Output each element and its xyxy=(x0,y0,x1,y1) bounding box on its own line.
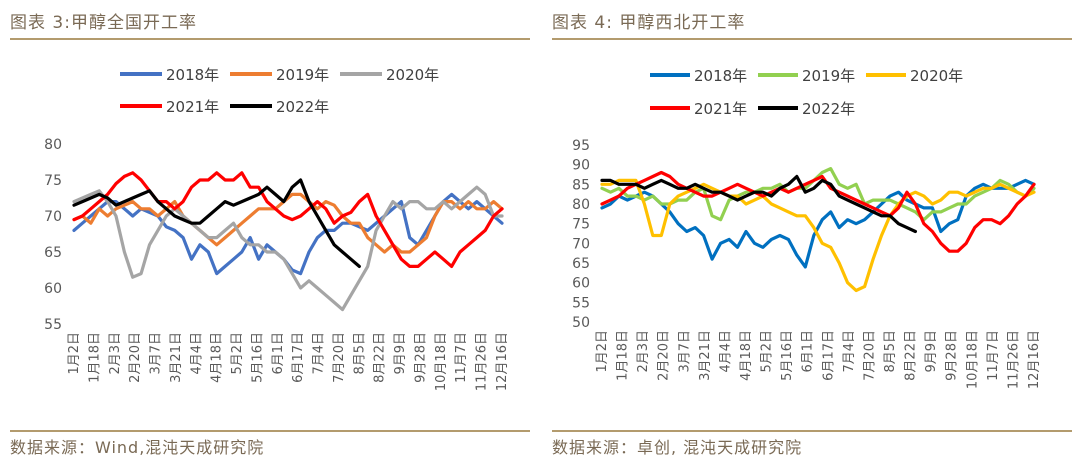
chart1-x-tick-label-21: 12月16日 xyxy=(1027,330,1042,389)
chart1-legend-item-0: 2018年 xyxy=(650,67,747,85)
chart1-y-tick-label-5: 75 xyxy=(572,217,590,233)
right-chart-title: 图表 4: 甲醇西北开工率 xyxy=(552,13,746,33)
chart0-legend-label-3: 2021年 xyxy=(166,98,219,116)
chart1-y-tick-label-9: 95 xyxy=(572,138,590,154)
chart0-x-tick-label-20: 11月26日 xyxy=(475,332,490,391)
chart0-y-tick-label-3: 70 xyxy=(44,209,62,225)
chart0-series-line-4 xyxy=(72,178,361,268)
chart0-legend-label-1: 2019年 xyxy=(276,66,329,84)
chart1-x-tick-label-10: 6月1日 xyxy=(801,330,816,373)
right-source-rule xyxy=(552,430,1072,432)
chart1-x-tick-label-18: 10月18日 xyxy=(965,330,980,389)
chart1-x-tick-label-13: 7月20日 xyxy=(862,330,877,381)
chart1-legend-item-1: 2019年 xyxy=(758,67,855,85)
chart0-x-tick-label-14: 8月5日 xyxy=(352,332,367,375)
chart1-x-tick-label-4: 3月7日 xyxy=(677,330,692,373)
chart0-legend-item-4: 2022年 xyxy=(230,98,329,116)
chart1-x-tick-label-3: 2月20日 xyxy=(657,330,672,381)
chart1-legend-label-4: 2022年 xyxy=(802,100,855,118)
right-title-rule xyxy=(552,38,1072,40)
chart1-series-line-0 xyxy=(600,178,1036,269)
chart1-legend-item-2: 2020年 xyxy=(866,67,963,85)
chart1-x-tick-label-0: 1月2日 xyxy=(595,330,610,373)
chart0-x-tick-label-5: 3月21日 xyxy=(169,332,184,383)
chart0-x-tick-label-12: 7月4日 xyxy=(312,332,327,375)
chart1-y-tick-label-1: 55 xyxy=(572,295,590,311)
chart1-x-tick-label-17: 9月28日 xyxy=(945,330,960,381)
chart0-x-tick-label-9: 5月16日 xyxy=(250,332,265,383)
chart1-y-tick-label-0: 50 xyxy=(572,315,590,331)
chart0-legend-item-0: 2018年 xyxy=(120,66,219,84)
chart0-legend-item-2: 2020年 xyxy=(340,66,439,84)
chart0-x-tick-label-10: 6月1日 xyxy=(271,332,286,375)
chart0-x-tick-label-7: 4月18日 xyxy=(210,332,225,383)
left-chart-title: 图表 3:甲醇全国开工率 xyxy=(10,13,197,33)
chart0-y-tick-label-2: 65 xyxy=(44,245,62,261)
chart0-series-line-2 xyxy=(72,185,504,312)
chart1-y-tick-label-6: 80 xyxy=(572,197,590,213)
left-line-chart: 2018年 2019年 2020年 2021年 2022年 55 60 65 70 75 80 1月2… xyxy=(44,66,510,391)
chart0-y-tick-label-4: 75 xyxy=(44,173,62,189)
chart1-legend-label-3: 2021年 xyxy=(694,100,747,118)
chart0-x-tick-label-21: 12月16日 xyxy=(495,332,510,391)
chart1-series-line-4 xyxy=(600,174,917,234)
chart0-x-tick-label-15: 8月22日 xyxy=(373,332,388,383)
chart1-x-tick-label-2: 2月3日 xyxy=(636,330,651,373)
chart1-legend-item-4: 2022年 xyxy=(758,100,855,118)
chart0-x-tick-label-4: 3月7日 xyxy=(149,332,164,375)
chart1-x-tick-label-7: 4月18日 xyxy=(739,330,754,381)
chart0-x-tick-label-8: 5月2日 xyxy=(230,332,245,375)
chart1-y-tick-label-8: 90 xyxy=(572,158,590,174)
chart1-x-tick-label-9: 5月16日 xyxy=(780,330,795,381)
chart0-x-tick-label-6: 4月4日 xyxy=(189,332,204,375)
chart0-legend-label-2: 2020年 xyxy=(386,66,439,84)
chart1-legend-label-1: 2019年 xyxy=(802,67,855,85)
chart1-x-tick-label-1: 1月18日 xyxy=(616,330,631,381)
chart0-x-tick-label-11: 6月17日 xyxy=(291,332,306,383)
chart1-y-tick-label-7: 85 xyxy=(572,177,590,193)
chart1-x-tick-label-19: 11月7日 xyxy=(986,330,1001,381)
chart0-legend-item-1: 2019年 xyxy=(230,66,329,84)
chart0-legend-label-4: 2022年 xyxy=(276,98,329,116)
chart0-y-tick-label-0: 55 xyxy=(44,317,62,333)
chart0-x-tick-label-0: 1月2日 xyxy=(67,332,82,375)
chart1-x-tick-label-11: 6月17日 xyxy=(821,330,836,381)
chart1-y-tick-label-4: 70 xyxy=(572,236,590,252)
chart1-y-tick-label-3: 65 xyxy=(572,256,590,272)
chart1-x-tick-label-12: 7月4日 xyxy=(842,330,857,373)
right-line-chart: 2018年 2019年 2020年 2021年 2022年 50 55 60 65 70 75 80 8… xyxy=(572,67,1042,389)
chart0-series-line-3 xyxy=(72,171,504,268)
chart1-x-tick-label-8: 5月2日 xyxy=(760,330,775,373)
chart0-y-tick-label-5: 80 xyxy=(44,137,62,153)
chart0-x-tick-label-1: 1月18日 xyxy=(87,332,102,383)
chart1-legend-label-0: 2018年 xyxy=(694,67,747,85)
chart1-y-tick-label-2: 60 xyxy=(572,276,590,292)
chart1-series-line-2 xyxy=(600,178,1036,293)
chart0-series-line-1 xyxy=(72,192,504,254)
chart0-x-tick-label-18: 10月18日 xyxy=(434,332,449,391)
chart1-series-line-3 xyxy=(600,170,1036,253)
right-source-note: 数据来源：卓创, 混沌天成研究院 xyxy=(552,438,803,457)
chart0-x-tick-label-13: 7月20日 xyxy=(332,332,347,383)
chart1-legend-label-2: 2020年 xyxy=(910,67,963,85)
chart0-y-tick-label-1: 60 xyxy=(44,281,62,297)
chart0-legend-label-0: 2018年 xyxy=(166,66,219,84)
chart1-x-tick-label-20: 11月26日 xyxy=(1006,330,1021,389)
chart0-x-tick-label-19: 11月7日 xyxy=(454,332,469,383)
left-source-note: 数据来源：Wind,混沌天成研究院 xyxy=(10,438,265,457)
chart1-x-tick-label-16: 9月9日 xyxy=(924,330,939,373)
chart1-x-tick-label-15: 8月22日 xyxy=(904,330,919,381)
chart0-x-tick-label-17: 9月28日 xyxy=(413,332,428,383)
left-source-rule xyxy=(10,430,530,432)
chart1-x-tick-label-5: 3月21日 xyxy=(698,330,713,381)
chart1-legend-item-3: 2021年 xyxy=(650,100,747,118)
chart1-x-tick-label-14: 8月5日 xyxy=(883,330,898,373)
left-title-rule xyxy=(10,38,530,40)
chart0-x-tick-label-2: 2月3日 xyxy=(108,332,123,375)
chart0-x-tick-label-3: 2月20日 xyxy=(128,332,143,383)
chart0-x-tick-label-16: 9月9日 xyxy=(393,332,408,375)
chart0-legend-item-3: 2021年 xyxy=(120,98,219,116)
chart1-x-tick-label-6: 4月4日 xyxy=(718,330,733,373)
